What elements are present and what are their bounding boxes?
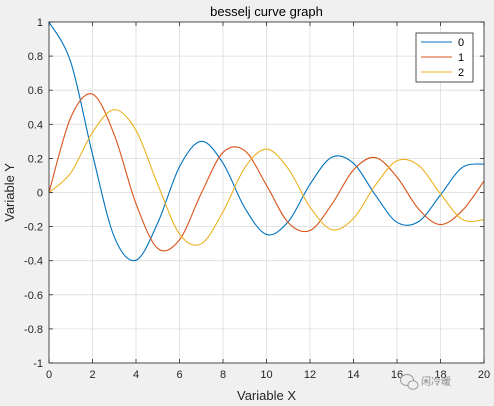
y-tick-label: -0.2 xyxy=(24,222,43,234)
y-tick-label: -0.8 xyxy=(24,324,43,336)
legend-label-1: 1 xyxy=(458,52,464,64)
y-tick-label: 0.6 xyxy=(28,85,43,97)
y-tick-label: -1 xyxy=(33,358,43,370)
x-tick-label: 12 xyxy=(304,369,316,381)
chart-title: besselj curve graph xyxy=(210,4,323,19)
x-tick-label: 10 xyxy=(260,369,272,381)
y-axis-label: Variable Y xyxy=(2,163,17,222)
x-tick-label: 16 xyxy=(391,369,403,381)
x-tick-label: 18 xyxy=(434,369,446,381)
x-tick-label: 20 xyxy=(478,369,490,381)
x-tick-label: 2 xyxy=(89,369,95,381)
x-tick-label: 0 xyxy=(46,369,52,381)
y-tick-label: 0 xyxy=(37,188,43,200)
y-tick-label: 0.4 xyxy=(28,119,43,131)
series-layer xyxy=(48,21,485,262)
series-line-1 xyxy=(48,93,485,252)
x-tick-label: 14 xyxy=(347,369,359,381)
x-tick-label: 8 xyxy=(220,369,226,381)
y-tick-label: 0.8 xyxy=(28,51,43,63)
legend-label-0: 0 xyxy=(458,37,464,49)
x-tick-label: 4 xyxy=(133,369,139,381)
series-line-2 xyxy=(48,109,485,246)
ticks: 0 2 4 6 8 10 12 14 16 18 20-1-0.8-0.6-0.4-0.200.20… xyxy=(24,17,490,381)
watermark: 闲冷暖 xyxy=(400,374,451,390)
wechat-icon xyxy=(400,374,419,390)
x-tick-label: 6 xyxy=(176,369,182,381)
legend: 0 1 2 xyxy=(415,32,474,83)
watermark-text: 闲冷暖 xyxy=(421,375,451,388)
y-tick-label: -0.6 xyxy=(24,290,43,302)
legend-label-2: 2 xyxy=(458,67,464,79)
series-line-0 xyxy=(48,21,485,262)
x-axis-label: Variable X xyxy=(237,388,296,403)
y-tick-label: 1 xyxy=(37,17,43,29)
y-tick-label: -0.4 xyxy=(24,256,43,268)
y-tick-label: 0.2 xyxy=(28,153,43,165)
